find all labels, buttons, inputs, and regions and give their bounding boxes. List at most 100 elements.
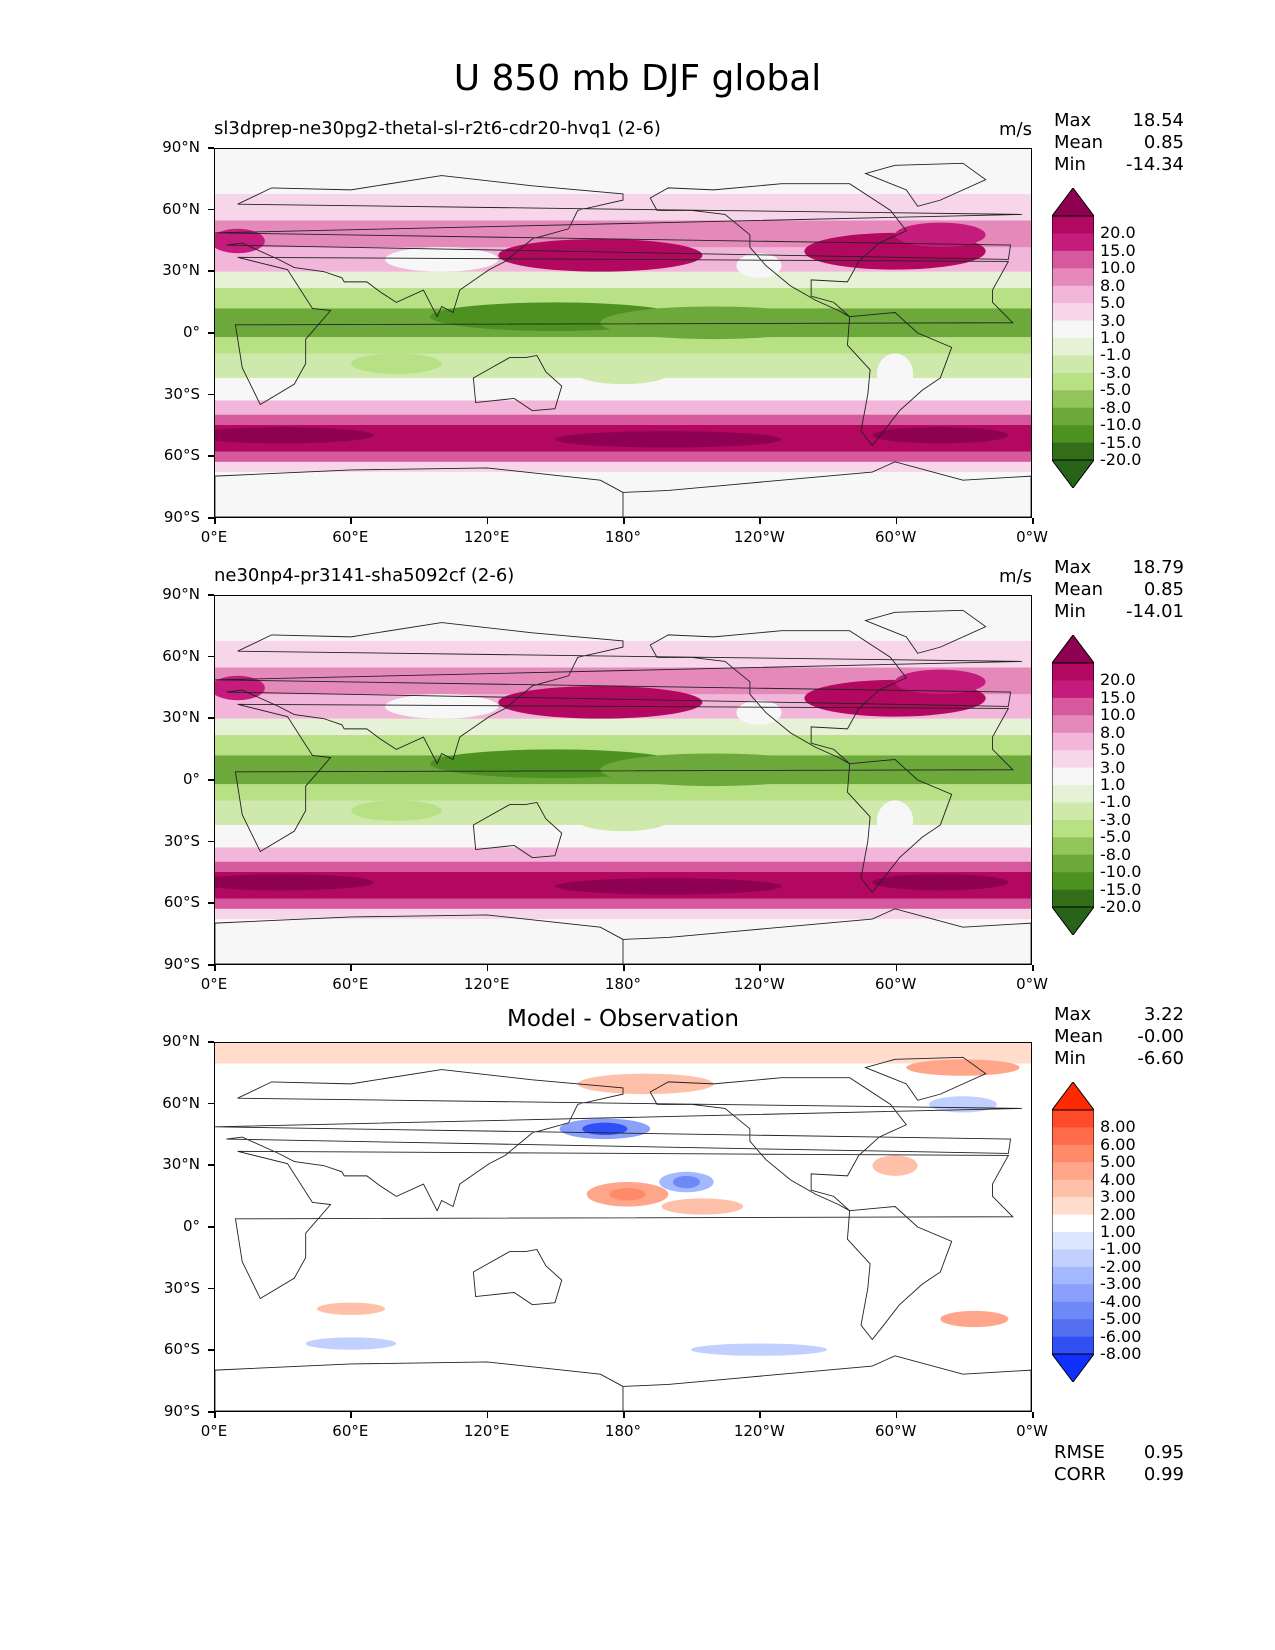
mean-label: Mean: [1054, 1026, 1104, 1047]
colorbar-tick-label: 10.0: [1100, 258, 1136, 278]
min-label: Min: [1054, 154, 1086, 175]
panel-title: sl3dprep-ne30pg2-thetal-sl-r2t6-cdr20-hv…: [214, 118, 661, 139]
contour-blob: [609, 1188, 646, 1201]
lon-tick-label: 60°W: [856, 518, 936, 546]
lat-tick-label: 60°S: [140, 446, 214, 464]
coastline: [215, 1056, 1031, 1411]
colorbar-tick-label: 3.0: [1100, 310, 1126, 330]
contour-band: [215, 1043, 1031, 1064]
coastline: [215, 609, 1031, 964]
lon-tick-label: 0°E: [174, 965, 254, 993]
colorbar-segment: [1052, 837, 1094, 856]
contour-blob: [872, 874, 1009, 891]
lat-tick-label: 30°S: [140, 385, 214, 403]
mean-label: Mean: [1054, 132, 1104, 153]
colorbar-tick-label: -3.00: [1100, 1274, 1142, 1294]
colorbar-segment: [1052, 785, 1094, 803]
lat-tick-label: 90°N: [140, 585, 214, 603]
colorbar: 20.0 15.0 10.0 8.0 5.0 3.0 1.0 -1.0 -3.0 -5.0 -8.0…: [1052, 188, 1141, 488]
contour-map: [215, 149, 1031, 517]
error-metrics: RMSE 0.95 CORR 0.99: [1054, 1442, 1184, 1486]
colorbar-tick-label: 5.0: [1100, 740, 1126, 760]
colorbar-segment: [1052, 1179, 1094, 1198]
lat-tick-label: 0°: [140, 770, 214, 788]
contour-band: [215, 861, 1031, 873]
colorbar-tick-label: -5.00: [1100, 1309, 1142, 1329]
lat-tick-label: 90°S: [140, 508, 214, 526]
colorbar-segment: [1052, 338, 1094, 356]
contour-band: [215, 271, 1031, 289]
contour-map: [215, 1043, 1031, 1411]
colorbar-segment: [1052, 1319, 1094, 1337]
max-value: 3.22: [1143, 1004, 1184, 1025]
contour-blob: [215, 874, 374, 891]
contour-blob: [215, 228, 265, 254]
colorbar-segment: [1052, 442, 1094, 461]
contour-blob: [872, 427, 1009, 444]
mean-label: Mean: [1054, 579, 1104, 600]
mean-value: 0.85: [1143, 579, 1184, 600]
corr-label: CORR: [1054, 1464, 1106, 1485]
colorbar-tick-label: 15.0: [1100, 240, 1136, 260]
colorbar-extend-top: [1052, 1082, 1094, 1111]
contour-blob: [351, 353, 442, 374]
contour-blob: [305, 1337, 397, 1350]
mean-value: 0.85: [1143, 132, 1184, 153]
colorbar-segment: [1052, 750, 1094, 768]
colorbar-segment: [1052, 1127, 1094, 1146]
min-value: -14.34: [1125, 154, 1184, 175]
max-label: Max: [1054, 110, 1092, 131]
contour-blob: [498, 239, 703, 272]
lon-tick-label: 0°W: [992, 518, 1072, 546]
colorbar-tick-label: 3.00: [1100, 1187, 1136, 1207]
colorbar-segment: [1052, 663, 1094, 681]
lon-tick-label: 180°: [583, 518, 663, 546]
rmse-label: RMSE: [1054, 1442, 1105, 1463]
colorbar-tick-label: 6.00: [1100, 1134, 1136, 1154]
mean-value: -0.00: [1137, 1026, 1184, 1047]
colorbar-tick-label: -15.0: [1100, 432, 1142, 452]
colorbar-segment: [1052, 233, 1094, 252]
colorbar-segment: [1052, 697, 1094, 716]
lat-tick-label: 60°S: [140, 1340, 214, 1358]
colorbar-tick-label: -1.0: [1100, 792, 1132, 812]
lat-tick-label: 60°N: [140, 200, 214, 218]
contour-blob: [554, 431, 782, 448]
lon-tick-label: 120°E: [447, 518, 527, 546]
panel-stats: Max 3.22 Mean -0.00 Min -6.60: [1054, 1004, 1184, 1070]
lat-tick-label: 60°N: [140, 1094, 214, 1112]
contour-band: [215, 337, 1031, 354]
colorbar-segment: [1052, 732, 1094, 751]
colorbar-tick-label: 20.0: [1100, 223, 1136, 243]
panel-title: ne30np4-pr3141-sha5092cf (2-6): [214, 565, 515, 586]
contour-band: [215, 400, 1031, 416]
colorbar-tick-label: -10.0: [1100, 415, 1142, 435]
colorbar-segment: [1052, 216, 1094, 234]
colorbar-segment: [1052, 407, 1094, 426]
rmse-value: 0.95: [1143, 1442, 1184, 1463]
map-plot-area: [214, 595, 1032, 965]
contour-blob: [906, 1059, 1020, 1076]
contour-band: [215, 1063, 1031, 1411]
contour-blob: [876, 353, 914, 395]
contour-blob: [316, 1302, 385, 1315]
lon-tick-label: 120°W: [719, 1412, 799, 1440]
colorbar-tick-label: -5.0: [1100, 380, 1132, 400]
contour-band: [215, 288, 1031, 310]
colorbar-segment: [1052, 320, 1094, 339]
contour-map: [215, 596, 1031, 964]
lat-tick-label: 90°S: [140, 955, 214, 973]
min-label: Min: [1054, 1048, 1086, 1069]
contour-band: [215, 461, 1031, 473]
lon-tick-label: 60°W: [856, 965, 936, 993]
colorbar-tick-label: 5.0: [1100, 293, 1126, 313]
colorbar-segment: [1052, 1249, 1094, 1268]
colorbar-extend-bottom: [1052, 906, 1094, 935]
colorbar-segment: [1052, 715, 1094, 734]
colorbar-tick-label: 1.00: [1100, 1222, 1136, 1241]
lon-tick-label: 60°W: [856, 1412, 936, 1440]
contour-blob: [384, 694, 499, 719]
max-value: 18.54: [1132, 110, 1184, 131]
colorbar-segment: [1052, 767, 1094, 786]
corr-value: 0.99: [1143, 1464, 1184, 1485]
